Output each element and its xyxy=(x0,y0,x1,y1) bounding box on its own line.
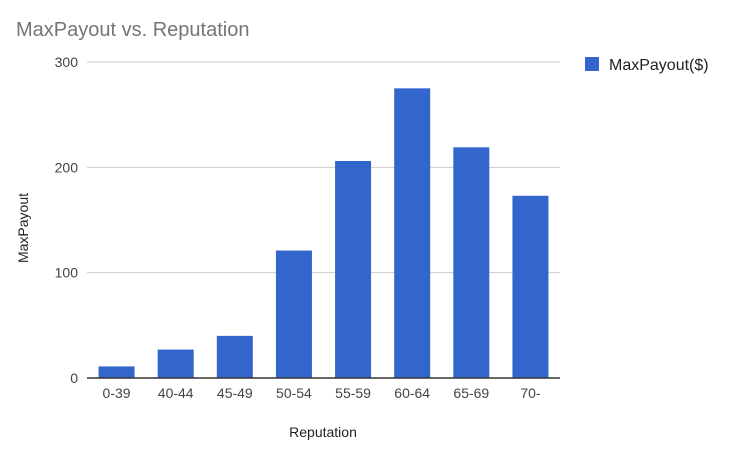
x-axis-ticks: 0-39 40-44 45-49 50-54 55-59 60-64 65-69 70- xyxy=(87,377,560,401)
bar-45-49 xyxy=(216,335,253,378)
legend-swatch xyxy=(585,57,599,71)
x-tick-label: 65-69 xyxy=(453,385,489,401)
x-tick-label: 0-39 xyxy=(103,385,131,401)
bar-70- xyxy=(512,195,549,378)
bar-60-64 xyxy=(394,88,431,378)
bar-series xyxy=(98,88,549,378)
x-tick-label: 55-59 xyxy=(335,385,371,401)
y-tick-label: 100 xyxy=(55,265,79,281)
x-tick-label: 40-44 xyxy=(158,385,194,401)
y-axis-ticks: 0 100 200 300 xyxy=(55,54,79,386)
y-axis-title: MaxPayout xyxy=(15,193,31,263)
bar-55-59 xyxy=(335,161,372,378)
x-tick-label: 70- xyxy=(520,385,541,401)
y-tick-label: 300 xyxy=(55,54,79,70)
bar-50-54 xyxy=(275,250,312,378)
bar-0-39 xyxy=(98,366,135,378)
x-tick-label: 45-49 xyxy=(217,385,253,401)
legend-label: MaxPayout($) xyxy=(609,57,709,74)
bar-65-69 xyxy=(453,147,490,378)
y-tick-label: 200 xyxy=(55,159,79,175)
legend: MaxPayout($) xyxy=(585,57,709,74)
y-tick-label: 0 xyxy=(70,370,78,386)
chart-title: MaxPayout vs. Reputation xyxy=(16,19,249,41)
bar-40-44 xyxy=(157,349,194,378)
x-tick-label: 50-54 xyxy=(276,385,312,401)
x-axis-title: Reputation xyxy=(289,424,357,440)
x-tick-label: 60-64 xyxy=(394,385,430,401)
